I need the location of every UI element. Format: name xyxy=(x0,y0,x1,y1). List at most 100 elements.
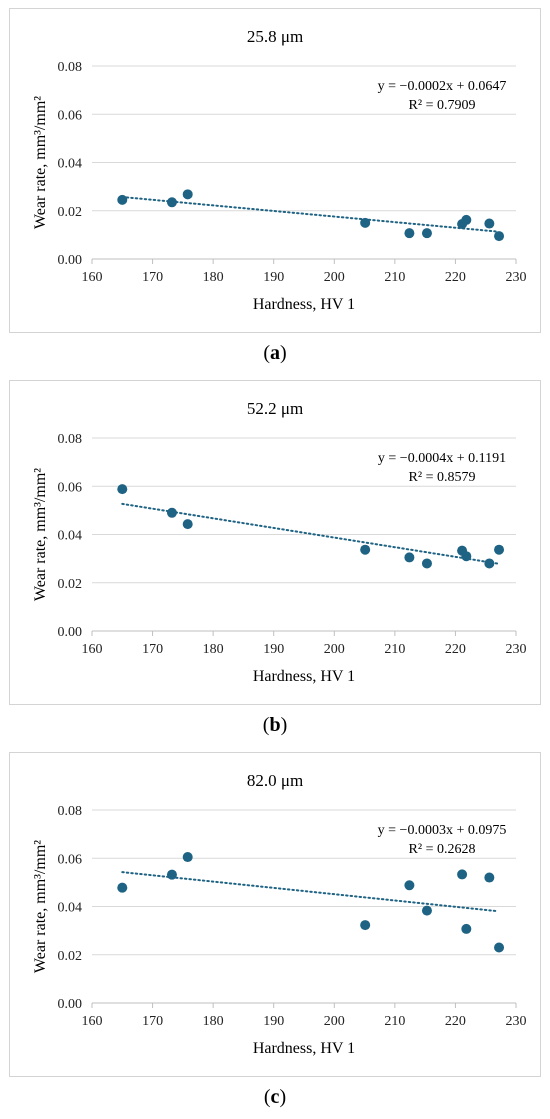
x-tick-label: 190 xyxy=(263,270,284,285)
r-squared-label: R² = 0.7909 xyxy=(409,98,476,113)
data-point xyxy=(461,923,472,934)
x-tick-label: 210 xyxy=(384,270,405,285)
y-axis-label: Wear rate, mm³/mm² xyxy=(32,468,49,601)
trendline-equation: y = −0.0004x + 0.1191 xyxy=(378,451,506,466)
data-point xyxy=(421,558,432,569)
data-point xyxy=(117,194,128,205)
scatter-chart-a: 0.00 0.02 0.04 0.06 0.08 160 170 180 190 200 210 22… xyxy=(32,27,527,313)
x-tick-label: 170 xyxy=(142,270,163,285)
x-tick-label: 190 xyxy=(263,642,284,657)
y-axis-label: Wear rate, mm³/mm² xyxy=(32,96,49,229)
data-point xyxy=(360,544,371,555)
x-tick-label: 170 xyxy=(142,642,163,657)
data-point xyxy=(117,484,128,495)
data-point xyxy=(404,228,415,239)
y-tick-label: 0.08 xyxy=(58,804,83,819)
data-point xyxy=(461,214,472,225)
x-tick-label: 180 xyxy=(203,270,224,285)
x-tick-label: 180 xyxy=(203,1014,224,1029)
data-point xyxy=(484,872,495,883)
x-tick-label: 210 xyxy=(384,642,405,657)
chart-panel-a: 0.00 0.02 0.04 0.06 0.08 160 170 180 190 200 210 22… xyxy=(9,8,541,333)
y-tick-label: 0.02 xyxy=(58,577,83,592)
data-point xyxy=(182,519,193,530)
x-tick-label: 230 xyxy=(506,642,527,657)
data-point xyxy=(494,544,505,555)
data-point xyxy=(421,228,432,239)
chart-panel-b: 0.00 0.02 0.04 0.06 0.08 160 170 180 190 200 210 22… xyxy=(9,380,541,705)
chart-panel-c: 0.00 0.02 0.04 0.06 0.08 160 170 180 190 200 210 22… xyxy=(9,752,541,1077)
caption-b: (b) xyxy=(0,714,550,737)
x-tick-label: 200 xyxy=(324,270,345,285)
x-tick-label: 190 xyxy=(263,1014,284,1029)
caption-close: ) xyxy=(280,714,288,736)
y-tick-label: 0.04 xyxy=(58,529,83,544)
y-tick-label: 0.04 xyxy=(58,901,83,916)
chart-title: 52.2 μm xyxy=(247,399,303,418)
trendline xyxy=(121,502,499,565)
data-point xyxy=(182,852,193,863)
x-tick-label: 160 xyxy=(82,270,103,285)
y-tick-label: 0.02 xyxy=(58,949,83,964)
data-point xyxy=(360,217,371,228)
data-point xyxy=(494,942,505,953)
x-axis-label: Hardness, HV 1 xyxy=(253,296,355,313)
chart-title: 25.8 μm xyxy=(247,27,303,46)
x-axis-label: Hardness, HV 1 xyxy=(253,668,355,685)
y-tick-label: 0.06 xyxy=(58,480,83,495)
data-point xyxy=(166,507,177,518)
chart-title: 82.0 μm xyxy=(247,771,303,790)
data-point xyxy=(421,905,432,916)
data-point xyxy=(360,920,371,931)
y-tick-label: 0.00 xyxy=(58,997,83,1012)
trendline-equation: y = −0.0003x + 0.0975 xyxy=(378,823,507,838)
x-tick-label: 230 xyxy=(506,1014,527,1029)
data-point xyxy=(182,189,193,200)
y-tick-label: 0.06 xyxy=(58,108,83,123)
y-tick-label: 0.00 xyxy=(58,625,83,640)
y-tick-label: 0.08 xyxy=(58,432,83,447)
x-tick-label: 220 xyxy=(445,270,466,285)
x-tick-label: 200 xyxy=(324,1014,345,1029)
caption-open: ( xyxy=(263,342,270,364)
x-tick-label: 210 xyxy=(384,1014,405,1029)
trendline xyxy=(121,871,499,913)
r-squared-label: R² = 0.2628 xyxy=(409,842,476,857)
data-point xyxy=(457,869,468,880)
data-point xyxy=(484,218,495,229)
caption-close: ) xyxy=(280,342,287,364)
data-point xyxy=(404,880,415,891)
caption-letter: a xyxy=(270,342,280,364)
data-point xyxy=(166,869,177,880)
data-point xyxy=(484,558,495,569)
data-point xyxy=(166,197,177,208)
data-point xyxy=(117,882,128,893)
x-axis-label: Hardness, HV 1 xyxy=(253,1040,355,1057)
caption-letter: b xyxy=(269,714,281,736)
scatter-chart-b: 0.00 0.02 0.04 0.06 0.08 160 170 180 190 200 210 22… xyxy=(32,399,527,685)
caption-letter: c xyxy=(270,1086,280,1108)
caption-a: (a) xyxy=(0,342,550,365)
caption-close: ) xyxy=(279,1086,287,1108)
x-tick-label: 200 xyxy=(324,642,345,657)
y-axis-label: Wear rate, mm³/mm² xyxy=(32,840,49,973)
r-squared-label: R² = 0.8579 xyxy=(409,470,476,485)
x-tick-label: 220 xyxy=(445,1014,466,1029)
x-tick-label: 160 xyxy=(82,1014,103,1029)
x-tick-label: 220 xyxy=(445,642,466,657)
caption-open: ( xyxy=(262,714,270,736)
y-tick-label: 0.06 xyxy=(58,852,83,867)
y-tick-label: 0.00 xyxy=(58,253,83,268)
caption-c: (c) xyxy=(0,1086,550,1109)
x-tick-label: 160 xyxy=(82,642,103,657)
x-tick-label: 180 xyxy=(203,642,224,657)
y-tick-label: 0.04 xyxy=(58,157,83,172)
trendline-equation: y = −0.0002x + 0.0647 xyxy=(378,79,507,94)
y-tick-label: 0.02 xyxy=(58,205,83,220)
data-point xyxy=(404,552,415,563)
x-tick-label: 170 xyxy=(142,1014,163,1029)
x-tick-label: 230 xyxy=(506,270,527,285)
data-point xyxy=(494,231,505,242)
data-point xyxy=(461,551,472,562)
y-tick-label: 0.08 xyxy=(58,60,83,75)
